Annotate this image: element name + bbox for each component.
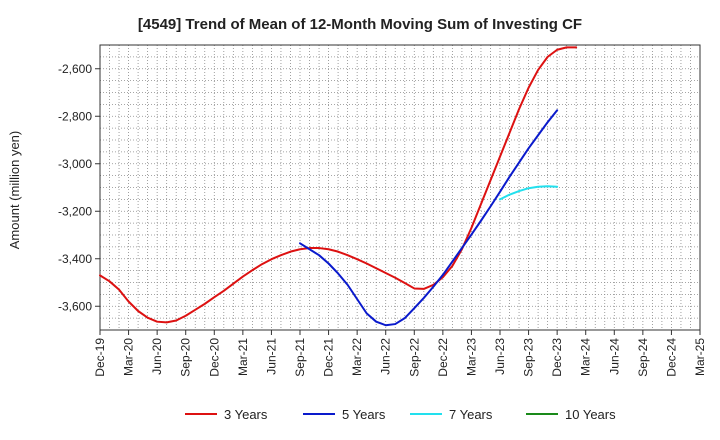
x-tick-label: Jun-21 bbox=[264, 338, 278, 375]
legend-label-7-years: 7 Years bbox=[449, 407, 493, 422]
x-tick-label: Jun-24 bbox=[607, 338, 621, 375]
series-line-7-years bbox=[499, 185, 559, 201]
series-line-5-years bbox=[299, 109, 559, 327]
series-line-3-years bbox=[99, 46, 578, 324]
y-tick-label: -3,200 bbox=[58, 204, 92, 218]
series-group bbox=[99, 46, 578, 327]
x-tick-label: Dec-22 bbox=[436, 338, 450, 377]
x-tick-label: Dec-19 bbox=[93, 338, 107, 377]
x-tick-label: Mar-22 bbox=[350, 338, 364, 376]
legend-label-10-years: 10 Years bbox=[565, 407, 616, 422]
x-tick-label: Jun-22 bbox=[379, 338, 393, 375]
x-tick-label: Mar-21 bbox=[236, 338, 250, 376]
x-tick-label: Dec-21 bbox=[322, 338, 336, 377]
grid bbox=[100, 45, 700, 330]
plot-frame bbox=[99, 44, 701, 331]
y-tick-label: -3,600 bbox=[58, 299, 92, 313]
y-tick-label: -3,000 bbox=[58, 157, 92, 171]
y-tick-label: -2,800 bbox=[58, 109, 92, 123]
legend-label-5-years: 5 Years bbox=[342, 407, 386, 422]
x-tick-label: Jun-20 bbox=[150, 338, 164, 375]
x-tick-label: Jun-23 bbox=[493, 338, 507, 375]
x-tick-label: Sep-22 bbox=[407, 338, 421, 377]
x-tick-label: Dec-20 bbox=[207, 338, 221, 377]
x-tick-label: Mar-20 bbox=[122, 338, 136, 376]
chart-title: [4549] Trend of Mean of 12-Month Moving … bbox=[137, 16, 583, 33]
x-tick-label: Sep-21 bbox=[293, 338, 307, 377]
y-tick-label: -2,600 bbox=[58, 62, 92, 76]
x-tick-label: Sep-24 bbox=[636, 338, 650, 377]
x-tick-label: Dec-23 bbox=[550, 338, 564, 377]
x-tick-label: Mar-24 bbox=[579, 338, 593, 376]
legend-label-3-years: 3 Years bbox=[224, 407, 268, 422]
legend: 3 Years 5 Years 7 Years 10 Years bbox=[185, 407, 616, 422]
x-axis: Dec-19 Mar-20 Jun-20 Sep-20 Dec-20 Mar-21 Jun-… bbox=[93, 330, 707, 377]
y-axis: -3,600 -3,400 -3,200 -3,000 -2,800 -2,600 bbox=[58, 62, 100, 313]
x-tick-label: Sep-20 bbox=[179, 338, 193, 377]
y-axis-label: Amount (million yen) bbox=[7, 131, 22, 250]
x-tick-label: Mar-25 bbox=[693, 338, 707, 376]
x-tick-label: Mar-23 bbox=[464, 338, 478, 376]
y-tick-label: -3,400 bbox=[58, 252, 92, 266]
x-tick-label: Sep-23 bbox=[522, 338, 536, 377]
x-tick-label: Dec-24 bbox=[664, 338, 678, 377]
